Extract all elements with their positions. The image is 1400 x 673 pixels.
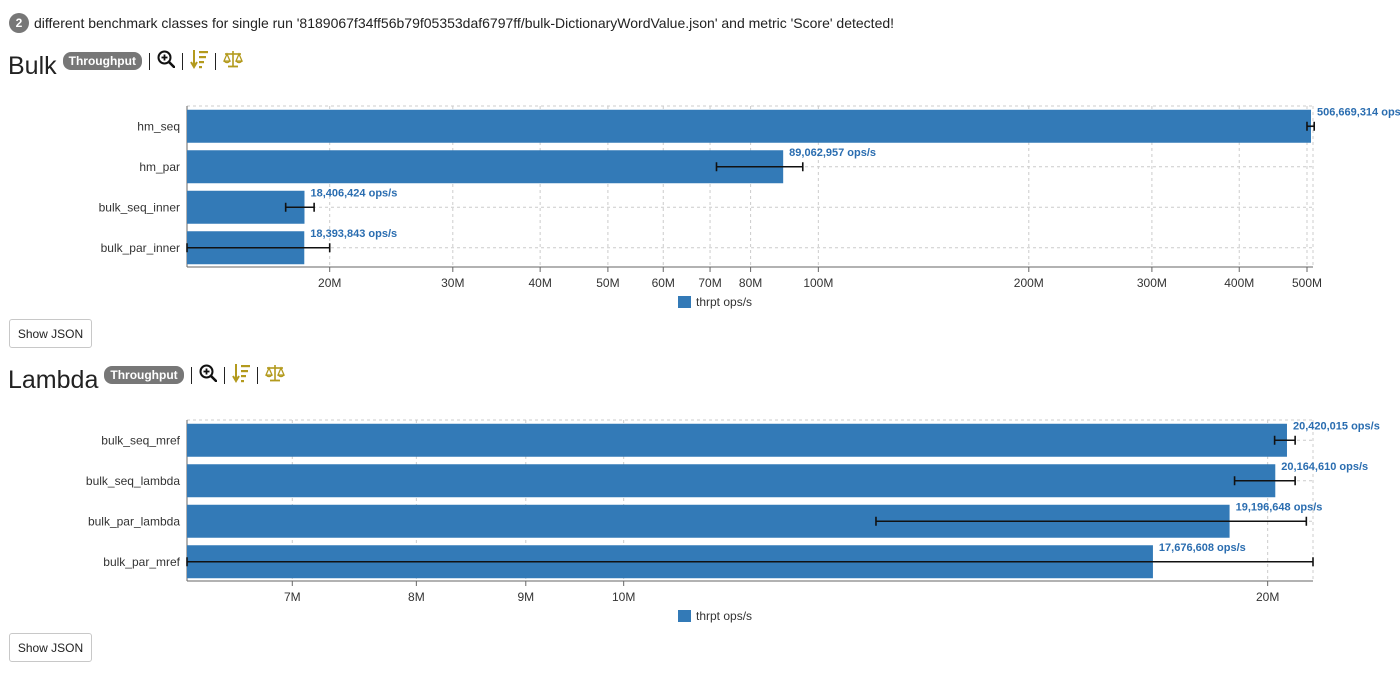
- divider: [256, 367, 258, 384]
- show-json-button-bulk[interactable]: Show JSON: [9, 319, 92, 348]
- section-title-bulk: Bulk: [8, 52, 57, 80]
- benchmark-message: 2 different benchmark classes for single…: [9, 13, 894, 33]
- legend-swatch: [678, 610, 691, 622]
- legend-label: thrpt ops/s: [696, 609, 752, 623]
- x-tick-label: 50M: [596, 276, 619, 290]
- category-label: bulk_seq_inner: [99, 200, 180, 214]
- x-tick-label: 200M: [1014, 276, 1044, 290]
- x-tick-label: 80M: [739, 276, 762, 290]
- x-tick-label: 400M: [1224, 276, 1254, 290]
- class-count-badge: 2: [9, 13, 29, 33]
- section-title-lambda: Lambda: [8, 366, 99, 394]
- category-label: hm_seq: [137, 119, 180, 133]
- legend-swatch: [678, 296, 691, 308]
- legend-label: thrpt ops/s: [696, 295, 752, 309]
- bar: [187, 464, 1276, 498]
- bulk-chart: 20M 30M 40M 50M 60M 70M 80M 100M 200M 300M 400M 500…: [99, 105, 1400, 309]
- data-label: 18,393,843 ops/s: [310, 228, 397, 240]
- x-tick-label: 30M: [441, 276, 464, 290]
- divider: [214, 53, 216, 70]
- throughput-badge: Throughput: [104, 365, 184, 384]
- throughput-badge: Throughput: [62, 51, 142, 70]
- category-label: bulk_seq_mref: [101, 433, 180, 447]
- x-tick-label: 8M: [408, 590, 425, 604]
- x-tick-label: 40M: [528, 276, 551, 290]
- x-tick-label: 10M: [612, 590, 635, 604]
- divider: [223, 367, 225, 384]
- bar: [187, 150, 784, 184]
- data-label: 17,676,608 ops/s: [1159, 542, 1246, 554]
- bar: [187, 423, 1287, 457]
- balance-scale-icon[interactable]: [222, 50, 243, 73]
- divider: [148, 53, 150, 70]
- x-tick-label: 300M: [1137, 276, 1167, 290]
- category-label: hm_par: [139, 160, 180, 174]
- category-label: bulk_par_lambda: [88, 514, 180, 528]
- data-label: 19,196,648 ops/s: [1236, 501, 1323, 513]
- bar: [187, 109, 1312, 143]
- x-tick-label: 7M: [284, 590, 301, 604]
- x-tick-label: 9M: [517, 590, 534, 604]
- category-label: bulk_par_mref: [103, 555, 180, 569]
- category-label: bulk_par_inner: [101, 241, 180, 255]
- x-tick-label: 100M: [803, 276, 833, 290]
- zoom-in-icon[interactable]: [157, 50, 176, 73]
- lambda-section-header: Lambda Throughput: [8, 363, 285, 395]
- x-tick-label: 20M: [1256, 590, 1279, 604]
- x-tick-label: 70M: [698, 276, 721, 290]
- sort-descending-icon[interactable]: [231, 363, 250, 388]
- sort-descending-icon[interactable]: [190, 49, 208, 74]
- data-label: 20,420,015 ops/s: [1293, 420, 1380, 432]
- balance-scale-icon[interactable]: [264, 364, 285, 387]
- data-label: 506,669,314 ops/s: [1317, 106, 1400, 118]
- category-label: bulk_seq_lambda: [86, 474, 180, 488]
- lambda-chart: 7M 8M 9M 10M 20M bulk_seq_mref 20,420,015 ops/…: [86, 419, 1380, 623]
- x-tick-label: 500M: [1292, 276, 1322, 290]
- zoom-in-icon[interactable]: [199, 364, 217, 387]
- show-json-button-lambda[interactable]: Show JSON: [9, 633, 92, 662]
- data-label: 20,164,610 ops/s: [1281, 461, 1368, 473]
- data-label: 89,062,957 ops/s: [789, 147, 876, 159]
- x-tick-label: 20M: [318, 276, 341, 290]
- message-text: different benchmark classes for single r…: [34, 15, 895, 31]
- data-label: 18,406,424 ops/s: [310, 187, 397, 199]
- divider: [190, 367, 192, 384]
- divider: [181, 53, 183, 70]
- x-tick-label: 60M: [652, 276, 675, 290]
- bulk-section-header: Bulk Throughput: [8, 49, 243, 81]
